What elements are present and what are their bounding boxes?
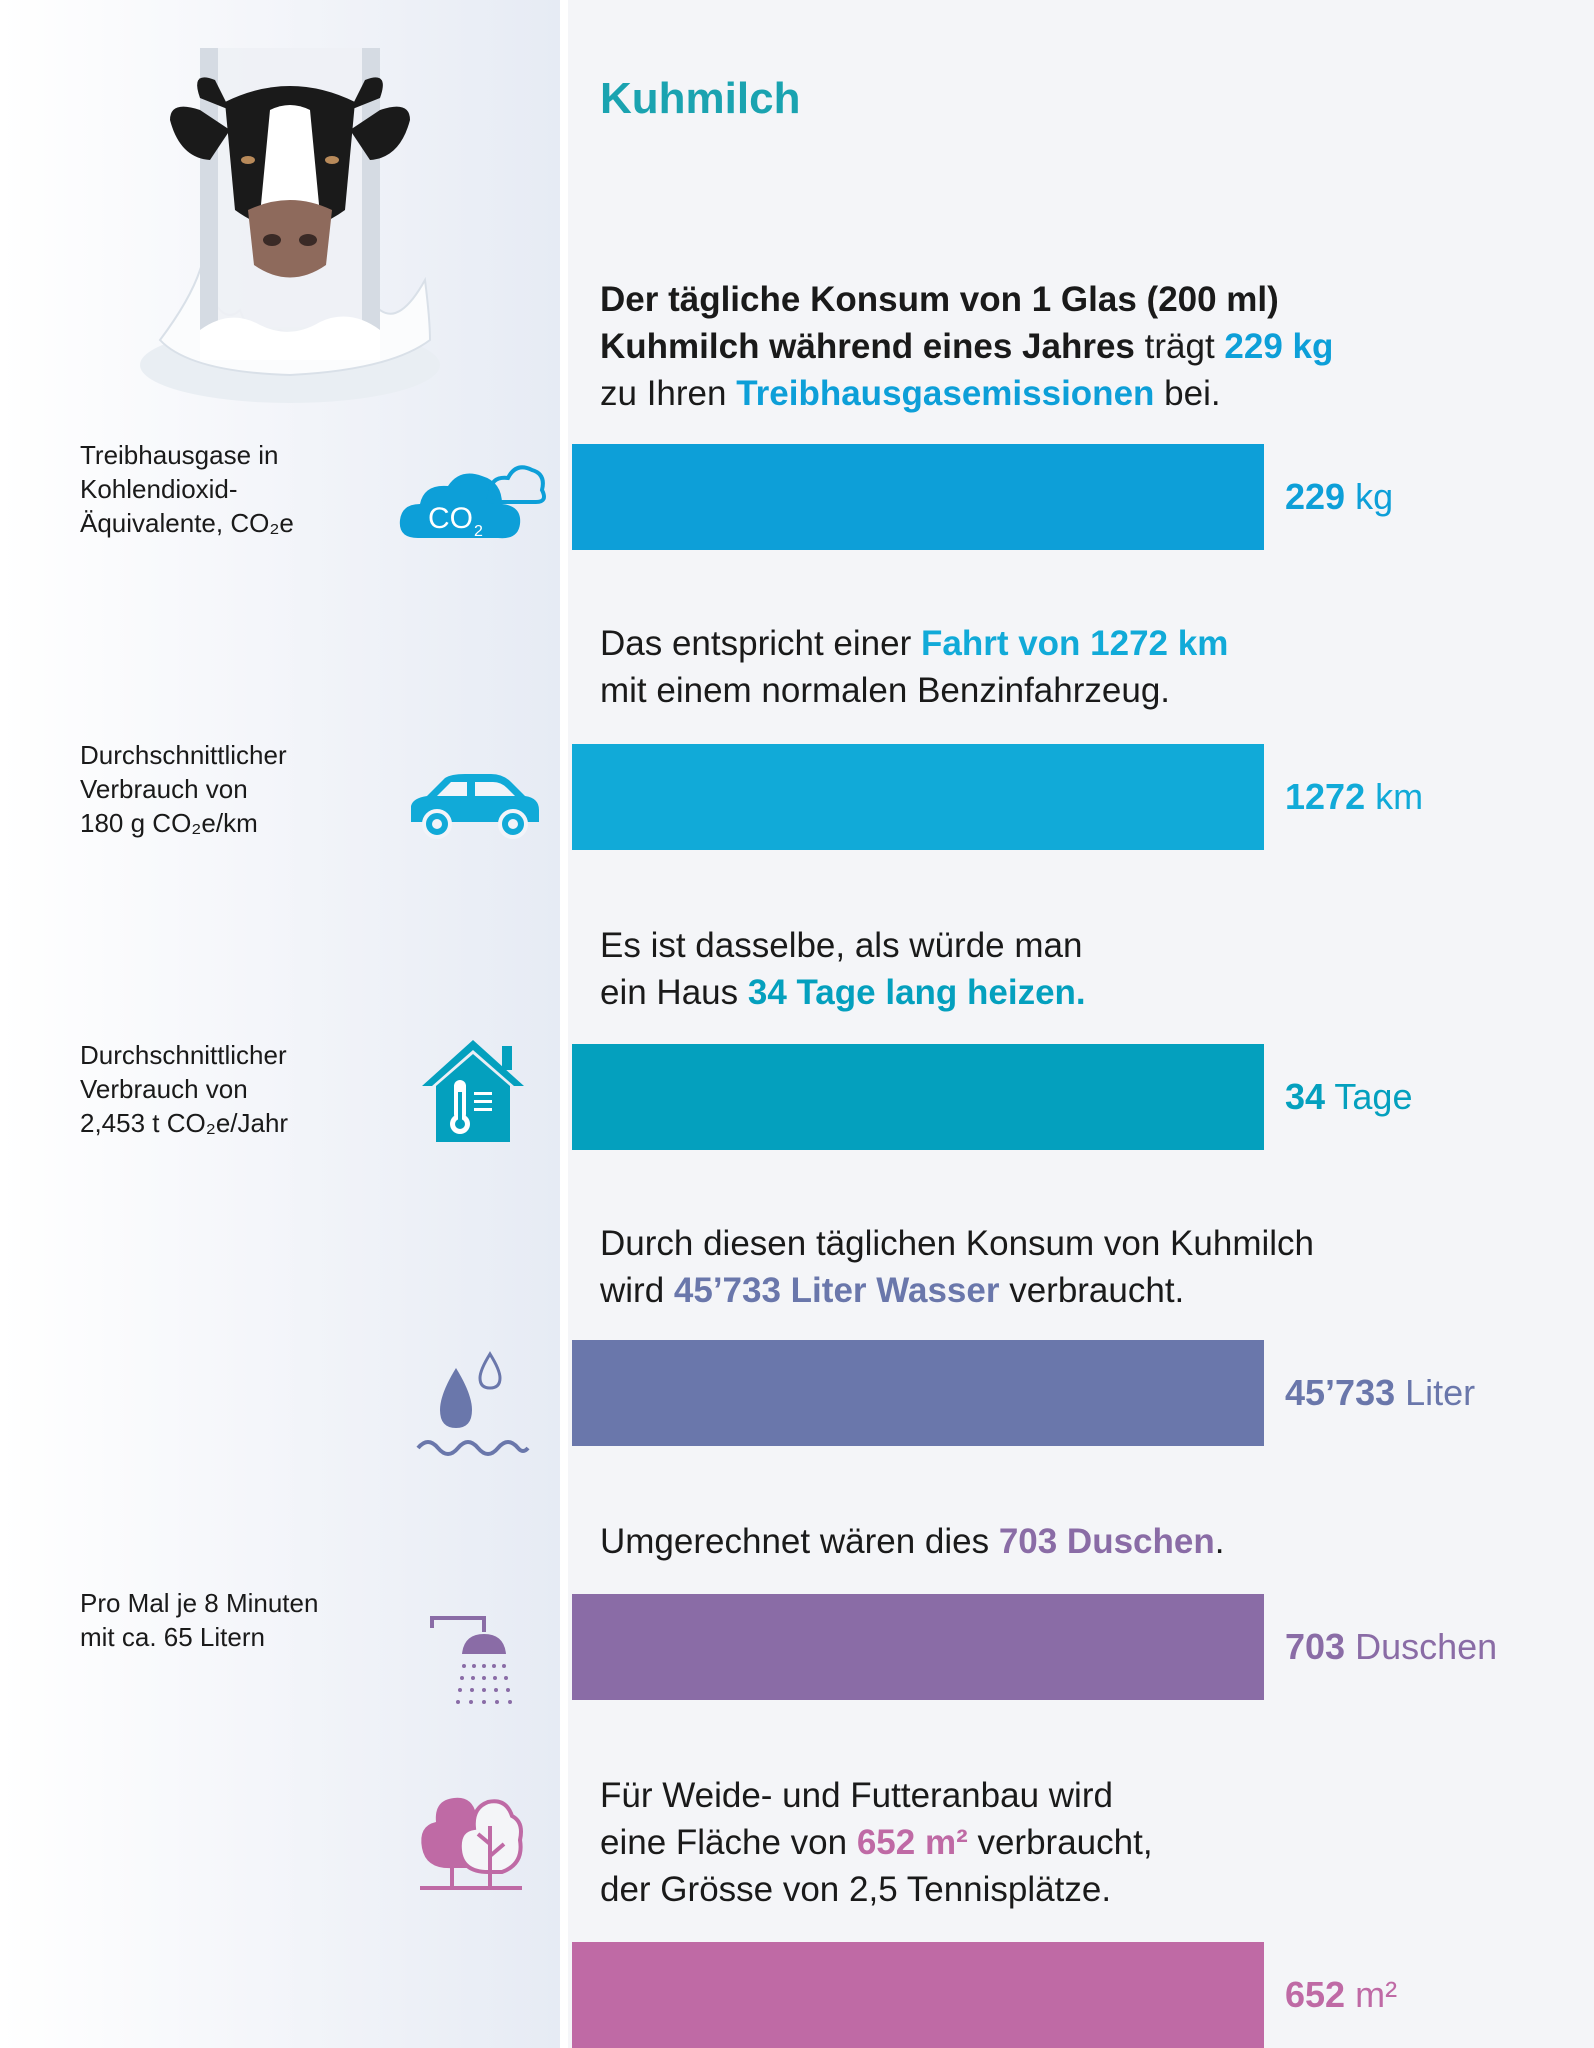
comparison-1-text: Das entspricht einer Fahrt von 1272 km m… <box>600 620 1540 714</box>
comparison-2-b: ein Haus <box>600 973 748 1012</box>
note-car: Durchschnittlicher Verbrauch von 180 g C… <box>80 738 380 840</box>
note-house-line2: Verbrauch von <box>80 1074 248 1104</box>
page-title: Kuhmilch <box>600 74 801 123</box>
co2-cloud-icon: CO 2 <box>399 465 546 540</box>
car-icon <box>411 774 539 839</box>
bar-label-water: 45’733 Liter <box>1285 1371 1475 1415</box>
bar-value-water: 45’733 <box>1285 1372 1396 1413</box>
bar-label-house: 34 Tage <box>1285 1075 1412 1119</box>
bar-label-car: 1272 km <box>1285 775 1423 819</box>
note-co2-line2: Kohlendioxid- <box>80 474 238 504</box>
comparison-4-b: . <box>1214 1522 1225 1561</box>
comparison-2-text: Es ist dasselbe, als würde man ein Haus … <box>600 922 1540 1016</box>
shower-icon <box>430 1616 512 1704</box>
note-car-line2: Verbrauch von <box>80 774 248 804</box>
bar-co2 <box>572 444 1264 550</box>
comparison-2-a: Es ist dasselbe, als würde man <box>600 926 1083 965</box>
intro-plain-c: bei. <box>1154 374 1221 413</box>
comparison-5-a: Für Weide- und Futteranbau wird <box>600 1776 1113 1815</box>
comparison-5-d: der Grösse von 2,5 Tennisplätze. <box>600 1870 1112 1909</box>
bar-unit-water: Liter <box>1395 1372 1476 1413</box>
bar-value-co2: 229 <box>1285 476 1346 517</box>
note-car-line3: 180 g CO₂e/km <box>80 808 258 838</box>
bar-unit-co2: kg <box>1345 476 1394 517</box>
bar-unit-area: m² <box>1345 1974 1398 2015</box>
note-house-line1: Durchschnittlicher <box>80 1040 287 1070</box>
bar-value-house: 34 <box>1285 1076 1326 1117</box>
comparison-1-b: mit einem normalen Benzinfahrzeug. <box>600 671 1171 710</box>
note-car-line1: Durchschnittlicher <box>80 740 287 770</box>
bar-unit-car: km <box>1365 776 1424 817</box>
comparison-3-highlight: 45’733 Liter Wasser <box>673 1271 1000 1310</box>
bar-unit-house: Tage <box>1325 1076 1413 1117</box>
house-thermometer-icon <box>422 1040 524 1142</box>
note-house-line3: 2,453 t CO₂e/Jahr <box>80 1108 289 1138</box>
bar-shower <box>572 1594 1264 1700</box>
comparison-2-highlight: 34 Tage lang heizen. <box>747 973 1086 1012</box>
comparison-3-text: Durch diesen täglichen Konsum von Kuhmil… <box>600 1220 1540 1314</box>
comparison-5-text: Für Weide- und Futteranbau wird eine Flä… <box>600 1772 1540 1913</box>
cow-milk-glass-icon <box>140 48 440 403</box>
note-shower-line2: mit ca. 65 Litern <box>80 1622 265 1652</box>
note-shower-line1: Pro Mal je 8 Minuten <box>80 1588 319 1618</box>
column-divider <box>560 0 568 2048</box>
comparison-1-a: Das entspricht einer <box>600 624 921 663</box>
bar-value-area: 652 <box>1285 1974 1346 2015</box>
note-co2: Treibhausgase in Kohlendioxid- Äquivalen… <box>80 438 380 540</box>
note-co2-line3: Äquivalente, CO₂e <box>80 508 294 538</box>
bar-value-shower: 703 <box>1285 1626 1346 1667</box>
comparison-3-b: wird <box>600 1271 674 1310</box>
intro-text: Der tägliche Konsum von 1 Glas (200 ml) … <box>600 276 1540 417</box>
bar-water <box>572 1340 1264 1446</box>
comparison-3-a: Durch diesen täglichen Konsum von Kuhmil… <box>600 1224 1314 1263</box>
intro-bold-a: Der tägliche Konsum von 1 Glas (200 ml) <box>600 280 1279 319</box>
bar-house <box>572 1044 1264 1150</box>
comparison-5-highlight: 652 m² <box>856 1823 968 1862</box>
comparison-5-c: verbraucht, <box>967 1823 1153 1862</box>
comparison-5-b: eine Fläche von <box>600 1823 857 1862</box>
bar-label-area: 652 m² <box>1285 1973 1397 2017</box>
bar-label-shower: 703 Duschen <box>1285 1625 1497 1669</box>
intro-bold-b: Kuhmilch während eines Jahres <box>600 327 1135 366</box>
comparison-4-text: Umgerechnet wären dies 703 Duschen. <box>600 1518 1540 1565</box>
right-column <box>568 0 1594 2048</box>
comparison-4-a: Umgerechnet wären dies <box>600 1522 999 1561</box>
comparison-3-c: verbraucht. <box>999 1271 1185 1310</box>
bar-label-co2: 229 kg <box>1285 475 1393 519</box>
svg-text:2: 2 <box>474 523 483 540</box>
trees-icon <box>420 1797 523 1890</box>
comparison-1-highlight: Fahrt von 1272 km <box>920 624 1229 663</box>
water-drops-icon <box>416 1351 530 1456</box>
comparison-4-highlight: 703 Duschen <box>998 1522 1215 1561</box>
note-co2-line1: Treibhausgase in <box>80 440 279 470</box>
bar-value-car: 1272 <box>1285 776 1366 817</box>
intro-highlight-term: Treibhausgasemissionen <box>736 374 1155 413</box>
bar-unit-shower: Duschen <box>1345 1626 1498 1667</box>
note-shower: Pro Mal je 8 Minuten mit ca. 65 Litern <box>80 1586 380 1654</box>
bar-area <box>572 1942 1264 2048</box>
intro-plain-b: zu Ihren <box>600 374 737 413</box>
svg-text:CO: CO <box>428 502 473 535</box>
note-house: Durchschnittlicher Verbrauch von 2,453 t… <box>80 1038 380 1140</box>
bar-car <box>572 744 1264 850</box>
intro-plain-a: trägt <box>1134 327 1225 366</box>
intro-highlight-value: 229 kg <box>1224 327 1334 366</box>
